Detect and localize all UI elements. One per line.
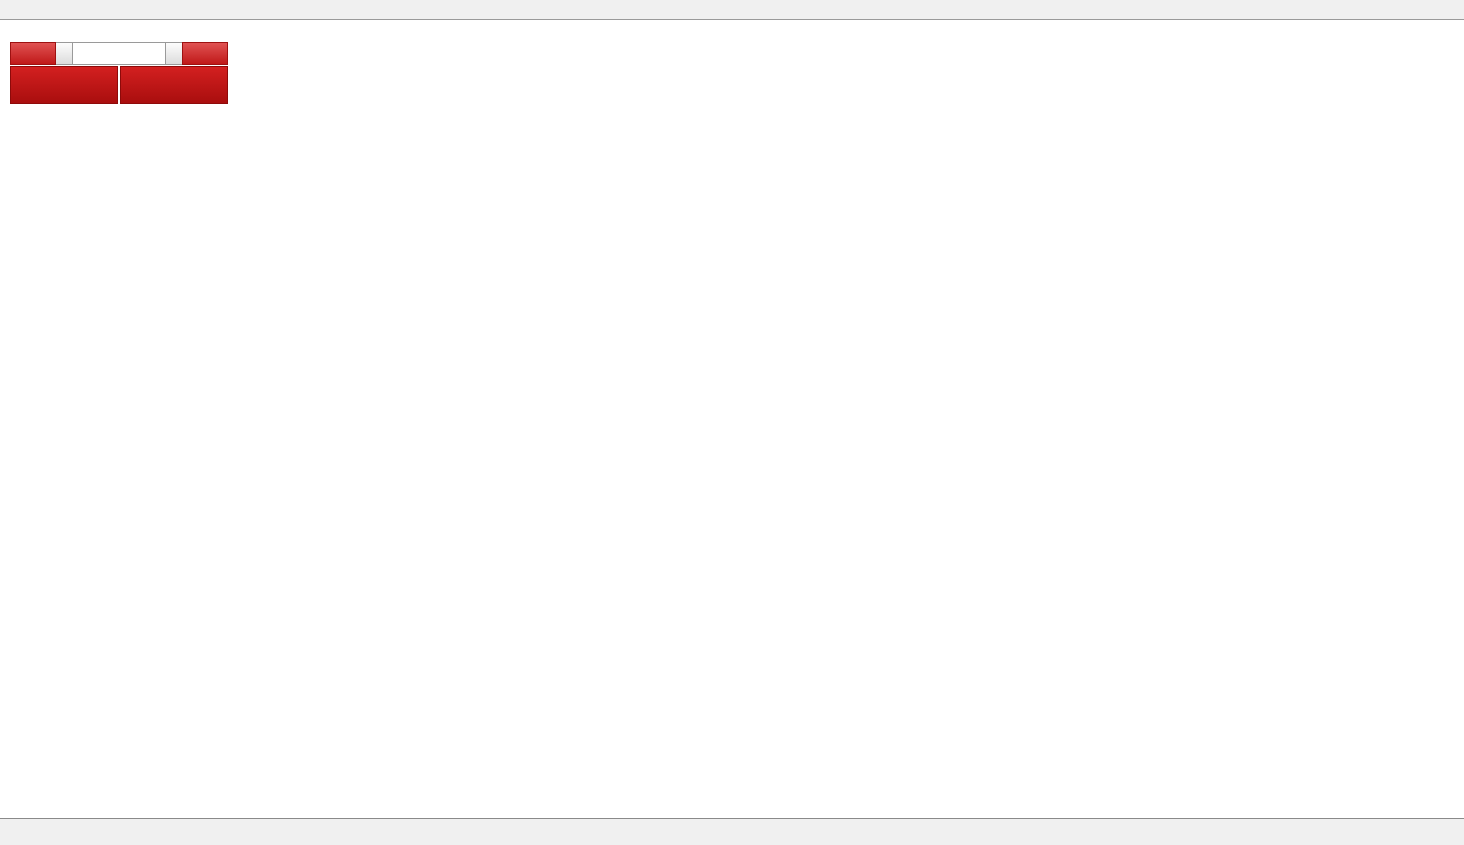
- timeframe-toolbar: [0, 0, 1464, 20]
- symbol-tab-bar: [0, 818, 1464, 845]
- sell-button[interactable]: [10, 42, 57, 65]
- buy-button[interactable]: [181, 42, 228, 65]
- volume-decrease-button[interactable]: [56, 42, 72, 65]
- volume-input[interactable]: [72, 42, 166, 65]
- volume-increase-button[interactable]: [166, 42, 182, 65]
- sell-price-box[interactable]: [10, 66, 118, 104]
- buy-price-box[interactable]: [120, 66, 228, 104]
- one-click-trade-panel: [10, 42, 228, 104]
